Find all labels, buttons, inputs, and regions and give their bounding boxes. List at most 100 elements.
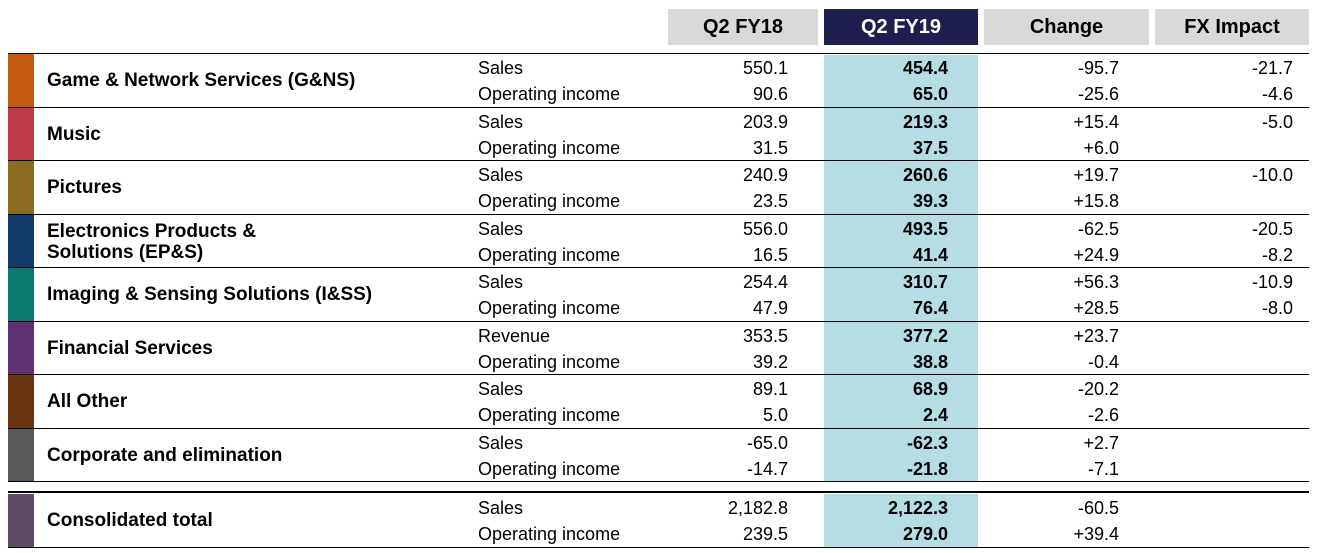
- header-change: Change: [984, 9, 1149, 45]
- segment-name: All Other: [47, 375, 467, 428]
- metric-label: Operating income: [478, 245, 621, 265]
- header-q2fy19: Q2 FY19: [824, 9, 978, 45]
- segment-row: Electronics Products & Solutions (EP&S) Sa…: [8, 215, 1309, 268]
- value-q2fy18: 5.0: [762, 405, 788, 425]
- row-divider: [8, 374, 1309, 375]
- segment-row: Financial Services Revenue 353.5 377.2 +23.7…: [8, 322, 1309, 375]
- table-top-rule: [8, 53, 1309, 54]
- metric-label: Operating income: [478, 84, 621, 104]
- segment-color-swatch: [8, 429, 34, 482]
- segment-name: Electronics Products & Solutions (EP&S): [47, 215, 467, 268]
- value-q2fy18: 39.2: [752, 352, 788, 372]
- segment-row: Corporate and elimination Sales -65.0 -62.3…: [8, 429, 1309, 482]
- row-divider: [8, 267, 1309, 268]
- value-q2fy19: 65.0: [912, 84, 948, 104]
- value-q2fy18: 550.1: [742, 58, 788, 78]
- segment-name-line: Financial Services: [47, 338, 213, 359]
- value-q2fy18: -65.0: [746, 433, 788, 453]
- value-fx-impact: -10.9: [1251, 272, 1293, 292]
- segment-name-line: All Other: [47, 391, 128, 412]
- q2fy19-highlight-column-total: [824, 494, 978, 547]
- value-change: +19.7: [1073, 165, 1119, 185]
- row-divider: [8, 214, 1309, 215]
- value-fx-impact: -8.2: [1261, 245, 1293, 265]
- segment-row: Pictures Sales 240.9 260.6 +19.7 -10.0 Operati…: [8, 161, 1309, 214]
- value-q2fy19: 2,122.3: [887, 498, 948, 518]
- segment-color-swatch: [8, 322, 34, 375]
- value-fx-impact: -8.0: [1261, 298, 1293, 318]
- segment-name: Music: [47, 108, 467, 161]
- header-q2fy18: Q2 FY18: [668, 9, 818, 45]
- row-divider: [8, 481, 1309, 482]
- value-change: -95.7: [1077, 58, 1119, 78]
- segment-color-swatch: [8, 494, 34, 547]
- value-change: -60.5: [1077, 498, 1119, 518]
- value-q2fy19: 37.5: [912, 138, 948, 158]
- value-q2fy19: -62.3: [906, 433, 948, 453]
- segment-name: Corporate and elimination: [47, 429, 467, 482]
- segment-color-swatch: [8, 215, 34, 268]
- metric-label: Revenue: [478, 326, 551, 346]
- value-change: +39.4: [1073, 524, 1119, 544]
- segment-row: Music Sales 203.9 219.3 +15.4 -5.0 Operating i…: [8, 108, 1309, 161]
- value-q2fy19: 68.9: [912, 379, 948, 399]
- segment-name: Imaging & Sensing Solutions (I&SS): [47, 268, 467, 321]
- segment-color-swatch: [8, 375, 34, 428]
- value-change: -0.4: [1087, 352, 1119, 372]
- segment-color-swatch: [8, 108, 34, 161]
- value-q2fy19: 493.5: [902, 219, 948, 239]
- value-q2fy19: 2.4: [922, 405, 948, 425]
- value-change: -20.2: [1077, 379, 1119, 399]
- value-q2fy18: 31.5: [752, 138, 788, 158]
- metric-label: Operating income: [478, 298, 621, 318]
- value-fx-impact: -20.5: [1251, 219, 1293, 239]
- value-change: +6.0: [1083, 138, 1119, 158]
- value-q2fy18: -14.7: [746, 459, 788, 479]
- metric-label: Operating income: [478, 352, 621, 372]
- value-change: +24.9: [1073, 245, 1119, 265]
- value-q2fy19: 377.2: [902, 326, 948, 346]
- total-separator-rule: [8, 491, 1309, 493]
- value-q2fy18: 90.6: [752, 84, 788, 104]
- value-q2fy18: 239.5: [742, 524, 788, 544]
- table-bottom-rule: [8, 547, 1309, 548]
- row-divider: [8, 428, 1309, 429]
- metric-label: Sales: [478, 165, 524, 185]
- metric-label: Sales: [478, 272, 524, 292]
- value-q2fy18: 203.9: [742, 112, 788, 132]
- value-q2fy18: 23.5: [752, 191, 788, 211]
- segment-name-line: Pictures: [47, 177, 122, 198]
- row-divider: [8, 160, 1309, 161]
- segment-name-line: Electronics Products &: [47, 220, 257, 242]
- value-fx-impact: -10.0: [1251, 165, 1293, 185]
- metric-label: Sales: [478, 498, 524, 518]
- value-change: +23.7: [1073, 326, 1119, 346]
- value-q2fy18: 89.1: [752, 379, 788, 399]
- segment-name-line: Solutions (EP&S): [47, 241, 204, 263]
- q2fy19-highlight-column-top: [824, 55, 978, 482]
- value-q2fy18: 240.9: [742, 165, 788, 185]
- row-divider: [8, 321, 1309, 322]
- value-q2fy19: 310.7: [902, 272, 948, 292]
- segment-name-line: Music: [47, 124, 101, 145]
- value-change: -25.6: [1077, 84, 1119, 104]
- value-q2fy19: -21.8: [906, 459, 948, 479]
- value-q2fy18: 16.5: [752, 245, 788, 265]
- segment-name: Pictures: [47, 161, 467, 214]
- metric-label: Operating income: [478, 459, 621, 479]
- segment-name-line: Imaging & Sensing Solutions (I&SS): [47, 284, 373, 305]
- value-q2fy19: 41.4: [912, 245, 948, 265]
- segment-color-swatch: [8, 54, 34, 107]
- value-fx-impact: -21.7: [1251, 58, 1293, 78]
- row-divider: [8, 107, 1309, 108]
- value-q2fy19: 39.3: [912, 191, 948, 211]
- value-change: +15.8: [1073, 191, 1119, 211]
- value-change: +56.3: [1073, 272, 1119, 292]
- value-fx-impact: -4.6: [1261, 84, 1293, 104]
- metric-label: Operating income: [478, 405, 621, 425]
- value-q2fy19: 219.3: [902, 112, 948, 132]
- segment-name: Game & Network Services (G&NS): [47, 54, 467, 107]
- value-change: -2.6: [1087, 405, 1119, 425]
- segment-row: Imaging & Sensing Solutions (I&SS) Sales 2…: [8, 268, 1309, 321]
- value-q2fy18: 556.0: [742, 219, 788, 239]
